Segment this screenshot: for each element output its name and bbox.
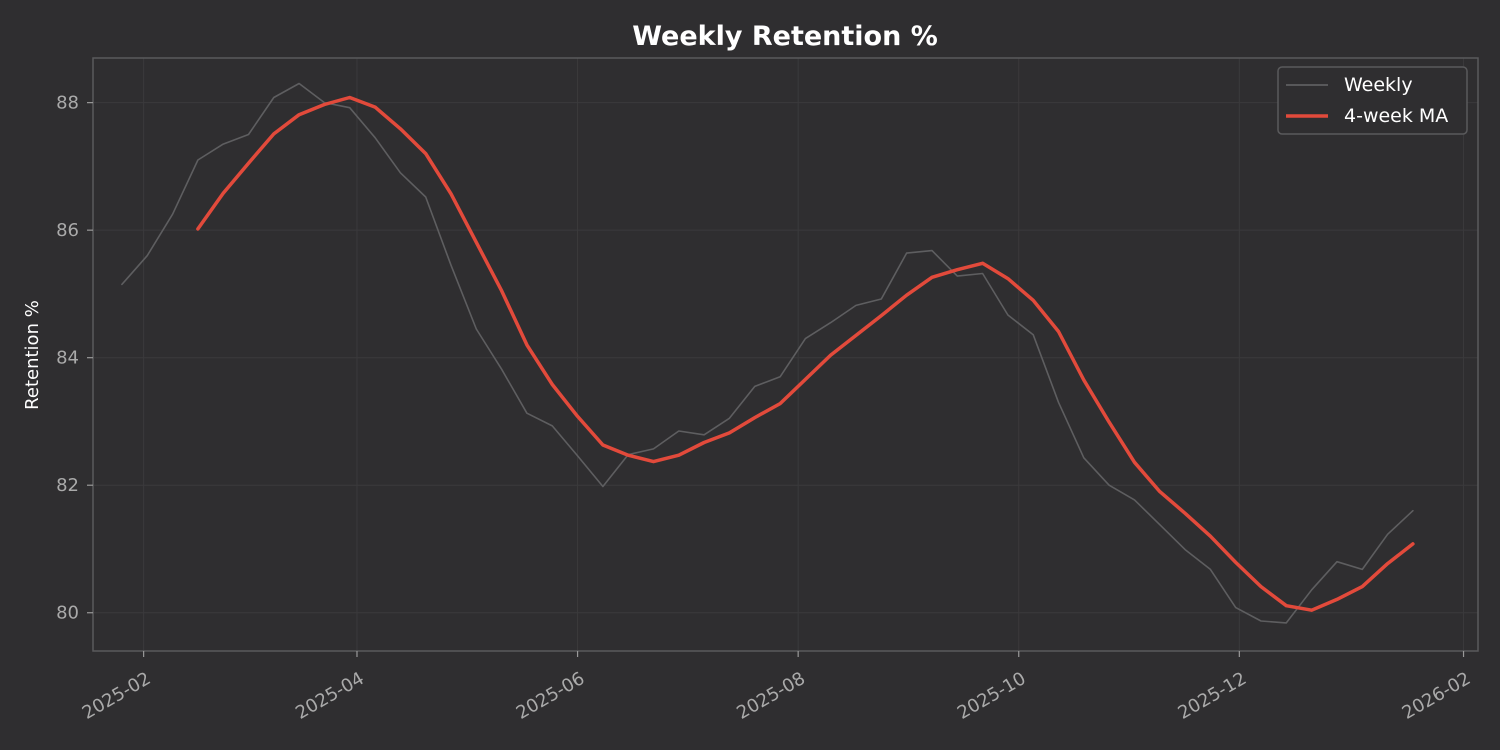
legend: Weekly 4-week MA bbox=[1277, 66, 1468, 135]
x-tick-label-2026-02: 2026-02 bbox=[1399, 668, 1475, 724]
x-tick-label-2025-06: 2025-06 bbox=[513, 668, 589, 724]
chart-title: Weekly Retention % bbox=[632, 21, 938, 52]
y-axis: 80 82 84 86 88 bbox=[56, 93, 93, 624]
y-tick-label-86: 86 bbox=[56, 220, 79, 241]
y-tick-label-84: 84 bbox=[56, 348, 79, 369]
series-line-weekly bbox=[121, 82, 1414, 624]
plot-frame bbox=[92, 57, 1479, 652]
y-tick-label-88: 88 bbox=[56, 93, 79, 114]
y-tick-label-80: 80 bbox=[56, 603, 79, 624]
x-axis: 2025-02 2025-04 2025-06 2025-08 2025-10 2025-… bbox=[79, 651, 1475, 724]
x-tick-label-2025-12: 2025-12 bbox=[1174, 668, 1250, 724]
x-tick-label-2025-10: 2025-10 bbox=[954, 668, 1030, 724]
series-lines bbox=[121, 82, 1415, 624]
series-line-4-week-ma bbox=[196, 95, 1415, 612]
plot-background bbox=[93, 58, 1478, 651]
plot-area bbox=[92, 57, 1479, 652]
legend-label-weekly: Weekly bbox=[1344, 74, 1413, 96]
x-tick-label-2025-08: 2025-08 bbox=[733, 668, 809, 724]
x-tick-label-2025-02: 2025-02 bbox=[79, 668, 155, 724]
legend-label-4-week-ma: 4-week MA bbox=[1344, 105, 1448, 127]
y-tick-label-82: 82 bbox=[56, 475, 79, 496]
y-axis-label: Retention % bbox=[22, 300, 43, 410]
x-tick-label-2025-04: 2025-04 bbox=[292, 668, 368, 724]
